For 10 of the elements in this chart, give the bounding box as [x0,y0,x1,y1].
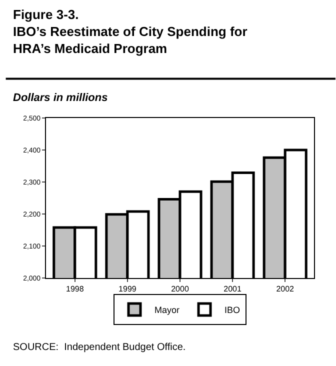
x-tick-label: 1998 [66,284,84,294]
chart-title: Figure 3-3. IBO’s Reestimate of City Spending for HRA’s Medicaid Program [13,7,248,56]
x-tick-label: 2000 [171,284,190,294]
x-tick-label: 1999 [118,284,137,294]
x-tick-label: 2001 [224,284,242,294]
legend-label: Mayor [154,305,180,316]
x-tick-label: 2002 [276,284,295,294]
legend-label: IBO [224,305,240,316]
source-note: SOURCE: Independent Budget Office. [13,342,186,353]
chart-subtitle: Dollars in millions [13,92,108,104]
